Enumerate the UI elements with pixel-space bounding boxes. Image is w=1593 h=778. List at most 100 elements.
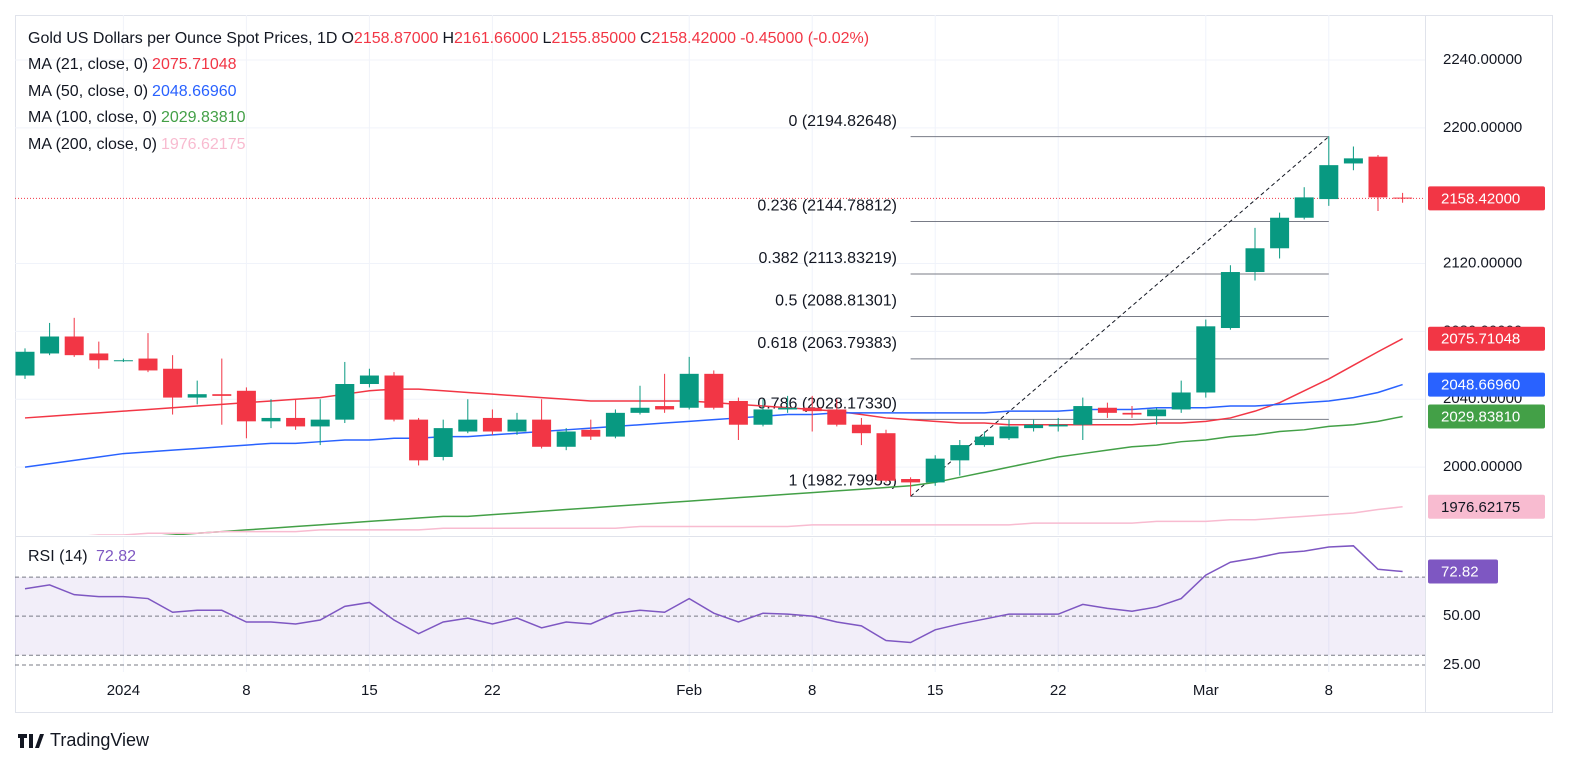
last-price-label: 2158.42000 <box>1441 190 1520 207</box>
rsi-value-label: 72.82 <box>1441 564 1479 581</box>
candle-body <box>950 445 970 461</box>
ma-price-label: 2029.83810 <box>1441 408 1520 425</box>
y-tick-label: 25.00 <box>1443 656 1481 673</box>
candle-body <box>64 336 84 356</box>
candle-body <box>1171 392 1191 410</box>
rsi-value-box <box>1428 559 1498 584</box>
x-tick-label: Mar <box>1193 682 1219 699</box>
x-tick-label: 22 <box>1050 682 1067 699</box>
candle-body <box>851 424 871 434</box>
ma-legend-row: MA (50, close, 0) 2048.66960 <box>28 83 873 110</box>
ma-legend-row: MA (21, close, 0) 2075.71048 <box>28 56 873 83</box>
ma-line <box>87 506 1403 535</box>
ma-legend-row: MA (100, close, 0) 2029.83810 <box>28 109 873 136</box>
candle-body <box>482 417 502 432</box>
candle-body <box>1393 197 1413 199</box>
candle-body <box>433 428 453 457</box>
candle-body <box>630 407 650 413</box>
candle-body <box>286 417 306 427</box>
candle-body <box>1196 326 1216 393</box>
ma-price-label: 2075.71048 <box>1441 331 1520 348</box>
ma-legend: MA (21, close, 0) 2075.71048 MA (50, close… <box>28 56 873 162</box>
candle-body <box>261 417 281 422</box>
candle-body <box>827 409 847 425</box>
change: -0.45000 (-0.02%) <box>740 30 870 47</box>
fib-label: 1 (1982.79953) <box>788 473 897 490</box>
candle-body <box>40 336 60 354</box>
candle-body <box>728 400 748 425</box>
title: Gold US Dollars per Ounce Spot Prices, 1… <box>28 30 338 47</box>
fib-label: 0.236 (2144.78812) <box>757 198 897 215</box>
logo <box>18 734 44 748</box>
candle-body <box>532 419 552 447</box>
candle-body <box>236 390 256 422</box>
ma-value: 2048.66960 <box>152 82 237 100</box>
candle-body <box>581 429 601 437</box>
ohlc-label: C <box>639 30 652 47</box>
candle-body <box>1147 409 1167 417</box>
candle-body <box>212 394 232 396</box>
candle-body <box>359 375 379 385</box>
candle-body <box>778 407 798 410</box>
candle-body <box>802 407 822 412</box>
candle-body <box>409 419 429 461</box>
y-tick-label: 2000.00000 <box>1443 458 1522 475</box>
ma-price-label: 2048.66960 <box>1441 377 1520 394</box>
x-tick-label: Feb <box>676 682 702 699</box>
x-tick-label: 22 <box>484 682 501 699</box>
ohlc-value: 2155.85000 <box>551 30 636 47</box>
candle-body <box>1097 407 1117 413</box>
candle-body <box>1319 165 1339 200</box>
x-tick-label: 2024 <box>107 682 140 699</box>
candle-body <box>1270 217 1290 249</box>
ma-price-box <box>1428 372 1545 397</box>
candle-body <box>974 436 994 446</box>
candle-body <box>876 433 896 481</box>
fib-label: 0 (2194.82648) <box>788 113 897 130</box>
candle-body <box>163 368 183 398</box>
last-price-box <box>1428 186 1545 211</box>
ma-legend-row: MA (200, close, 0) 1976.62175 <box>28 136 873 163</box>
ohlc-value: 2158.87000 <box>353 30 439 47</box>
ma-price-box <box>1428 494 1545 519</box>
x-tick-label: 8 <box>242 682 250 699</box>
candle-body <box>335 384 355 420</box>
fib-label: 0.5 (2088.81301) <box>775 293 897 310</box>
candle-body <box>89 353 109 361</box>
candle-body <box>1024 424 1044 429</box>
ma-line <box>161 415 1403 535</box>
brand: TradingView <box>50 730 150 750</box>
ohlc-label: L <box>542 30 552 47</box>
ma-name: MA (200, close, 0) <box>28 135 157 153</box>
ohlc-value: 2158.42000 <box>651 30 737 47</box>
candle-body <box>999 426 1019 439</box>
candle-body <box>384 375 404 420</box>
ma-price-box <box>1428 326 1545 351</box>
fib-trend <box>910 136 1330 497</box>
rsi-value: 72.82 <box>96 548 137 565</box>
candle-body <box>187 394 207 398</box>
rsi-line <box>24 545 1403 644</box>
candle-body <box>753 409 773 425</box>
candle-body <box>901 479 921 483</box>
candle-body <box>1048 424 1068 427</box>
candle-body <box>1073 406 1093 425</box>
header-row: Gold US Dollars per Ounce Spot Prices, 1… <box>28 30 873 56</box>
rsi-title: RSI (14) <box>28 548 88 565</box>
y-tick-label: 2240.00000 <box>1443 51 1522 68</box>
ma-name: MA (50, close, 0) <box>28 82 149 100</box>
ohlc-label: O <box>341 30 354 47</box>
candle-body <box>679 373 699 408</box>
y-tick-label: 50.00 <box>1443 607 1481 624</box>
candle-body <box>1343 158 1363 164</box>
ma-value: 1976.62175 <box>160 135 246 153</box>
fib-label: 0.618 (2063.79383) <box>757 335 897 352</box>
header-legend: Gold US Dollars per Ounce Spot Prices, 1… <box>28 30 873 162</box>
candle-body <box>507 419 527 432</box>
x-tick-label: 15 <box>927 682 944 699</box>
candle-body <box>458 419 478 432</box>
x-tick-label: 15 <box>361 682 378 699</box>
ohlc-value: 2161.66000 <box>454 30 539 47</box>
